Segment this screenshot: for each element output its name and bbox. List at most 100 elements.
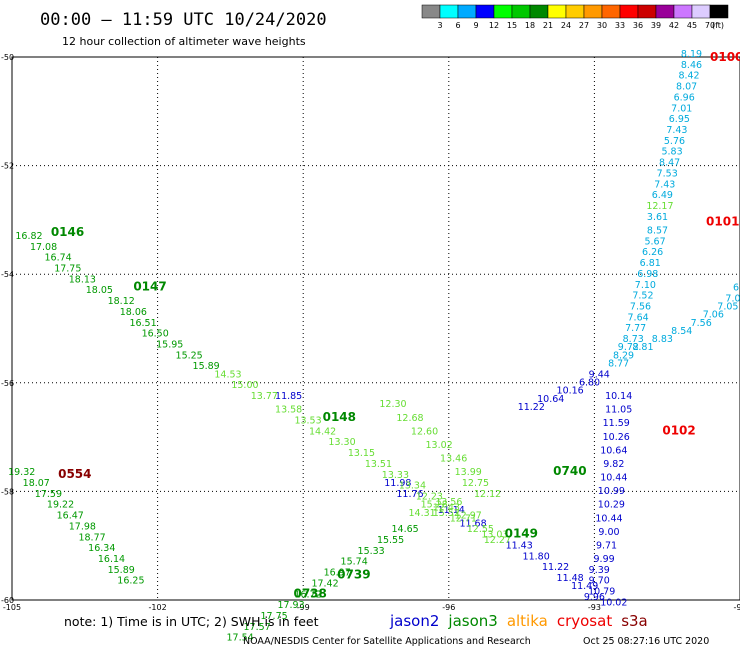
pass-label: 0147 (133, 279, 166, 293)
data-point-label: 15.89 (108, 565, 135, 576)
data-point-label: 10.44 (595, 513, 622, 524)
color-legend: 3 6 9 12 15 18 21 24 27 30 33 36 39 42 45 70(ft) (421, 4, 729, 30)
data-point-label: 15.00 (231, 380, 258, 391)
data-point-label: 16.74 (45, 253, 72, 264)
data-point-label: 16.97 (324, 568, 351, 579)
legend-label: 33 (615, 21, 625, 30)
data-point-label: 7.53 (657, 168, 678, 179)
chart-subtitle: 12 hour collection of altimeter wave hei… (62, 35, 306, 48)
data-point-label: 10.02 (600, 597, 627, 608)
data-point-label: 7.77 (625, 323, 646, 334)
legend-swatch (439, 4, 459, 19)
legend-unit: (ft) (712, 21, 724, 30)
y-tick-label: -54 (1, 270, 14, 279)
data-point-label: 17.08 (30, 242, 57, 253)
data-point-label: 9.82 (603, 459, 624, 470)
legend-label: 18 (525, 21, 535, 30)
data-point-label: 9.71 (596, 540, 617, 551)
x-tick-label: -99 (297, 603, 310, 612)
data-point-label: 17.59 (35, 489, 62, 500)
data-point-label: 18.13 (69, 274, 96, 285)
data-point-label: 13.33 (382, 470, 409, 481)
plot-area: -105 -102 -99 -96 -93 -90 -50 -52 -54 -56 -58 -60 8.… (1, 49, 740, 644)
x-tick-label: -96 (442, 603, 455, 612)
data-point-label: 11.14 (438, 505, 465, 516)
data-point-label: 10.14 (605, 391, 632, 402)
legend-label: 30 (597, 21, 607, 30)
data-point-label: 13.99 (455, 467, 482, 478)
data-point-label: 5.67 (644, 236, 665, 247)
data-point-label: 6.26 (642, 247, 663, 258)
data-point-label: 10.64 (537, 394, 564, 405)
data-point-label: 12.43 (433, 502, 460, 513)
data-point-label: 10.29 (598, 500, 625, 511)
y-tick-label: -56 (1, 379, 14, 388)
data-point-label: 8.73 (623, 334, 644, 345)
data-point-label: 12.60 (411, 426, 438, 437)
series-group: 9.446.8010.1610.6411.2210.1411.0511.5910… (518, 369, 633, 597)
data-point-label: 10.44 (600, 473, 627, 484)
data-point-label: 15.25 (176, 350, 203, 361)
legend-label: 70 (705, 21, 715, 30)
data-point-label: 10.99 (598, 486, 625, 497)
legend-label: 6 (455, 21, 460, 30)
data-point-label: 7.10 (635, 280, 656, 291)
data-point-label: 11.98 (384, 478, 411, 489)
series-group: 16.8217.0816.7417.7518.1318.0518.1218.06… (15, 231, 219, 372)
pass-label: 0739 (337, 567, 370, 581)
data-point-label: 12.97 (455, 511, 482, 522)
note-text: note: 1) Time is in UTC; 2) SWH is in fe… (64, 614, 319, 629)
data-point-label: 9.39 (589, 565, 610, 576)
series-group: 19.3218.0717.5919.2216.4717.9818.7716.34… (8, 467, 144, 587)
data-point-label: 10.16 (557, 386, 584, 397)
data-point-label: 13.02 (425, 440, 452, 451)
data-point-label: 10.79 (588, 587, 615, 598)
data-point-label: 11.85 (275, 391, 302, 402)
data-point-label: 8.83 (652, 334, 673, 345)
mission-label: jason2 (389, 612, 439, 630)
legend-label: 12 (489, 21, 499, 30)
mission-label: jason3 (447, 612, 497, 630)
legend-swatch (655, 4, 675, 19)
data-point-label: 13.56 (435, 497, 462, 508)
data-point-label: 8.46 (681, 60, 702, 71)
data-point-label: 8.57 (647, 225, 668, 236)
data-point-label: 8.77 (608, 359, 629, 370)
legend-swatch (475, 4, 495, 19)
data-point-label: 16.72 (294, 589, 321, 600)
data-point-label: 18.06 (120, 307, 147, 318)
data-point-label: 7.06 (703, 310, 724, 321)
legend-swatch (619, 4, 639, 19)
data-point-label: 15.89 (193, 361, 220, 372)
x-tick-label: -93 (588, 603, 601, 612)
footer-credit: NOAA/NESDIS Center for Satellite Applica… (243, 636, 531, 647)
legend-label: 24 (561, 21, 571, 30)
data-point-label: 12.12 (474, 489, 501, 500)
data-point-label: 17.75 (260, 611, 287, 622)
y-tick-label: -50 (1, 53, 14, 62)
legend-swatch (511, 4, 531, 19)
data-point-label: 18.07 (23, 478, 50, 489)
data-point-label: 17.98 (69, 521, 96, 532)
legend-swatch (457, 4, 477, 19)
data-point-label: 15.28 (421, 500, 448, 511)
data-point-label: 9.70 (589, 576, 610, 587)
data-point-label: 6.98 (637, 269, 658, 280)
data-point-label: 8.42 (678, 71, 699, 82)
data-point-label: 16.14 (98, 554, 125, 565)
data-point-label: 11.80 (523, 551, 550, 562)
data-point-label: 11.43 (506, 540, 533, 551)
data-point-label: 16.82 (15, 231, 42, 242)
data-point-label: 17.54 (227, 633, 254, 644)
data-point-label: 12.55 (467, 524, 494, 535)
pass-label: 0148 (323, 410, 356, 424)
data-point-label: 6.80 (579, 378, 600, 389)
series-group: 8.198.468.428.076.967.016.957.435.765.83… (652, 49, 702, 201)
data-point-label: 5.76 (664, 136, 685, 147)
data-point-label: 16.50 (142, 329, 169, 340)
footer-timestamp: Oct 25 08:27:16 UTC 2020 (583, 636, 709, 647)
data-point-label: 16.51 (129, 318, 156, 329)
data-point-label: 9.44 (589, 369, 610, 380)
data-point-label: 11.05 (605, 405, 632, 416)
